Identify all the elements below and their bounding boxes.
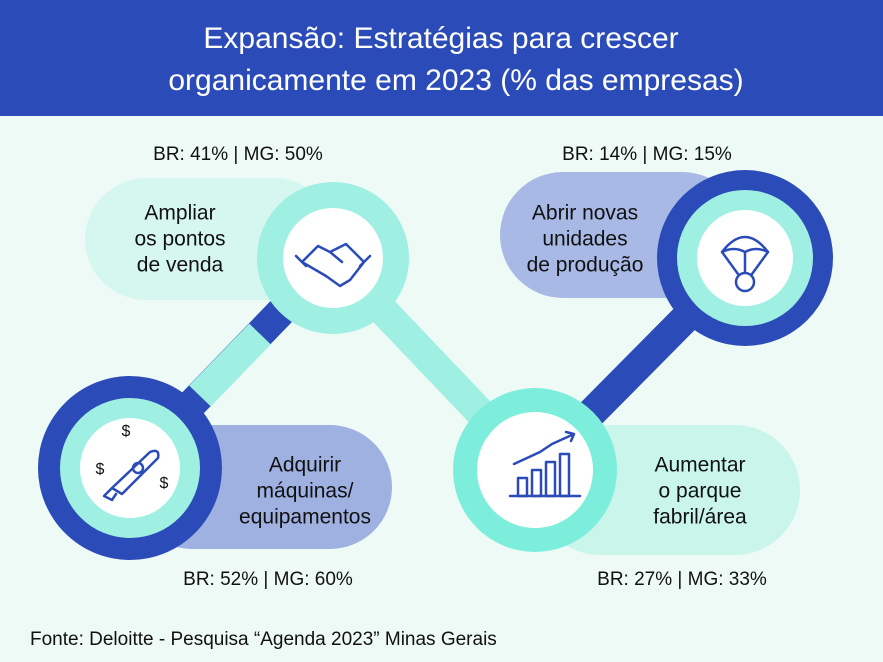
parachute-icon [720,235,770,293]
rocket-icon: $ $ $ [96,423,169,502]
node-stat: BR: 41% | MG: 50% [153,144,323,165]
growth-chart-icon [508,430,582,498]
title-line: organicamente em 2023 (% das empresas) [168,64,743,97]
node-label: fabril/área [653,506,747,529]
node-label: Aumentar [654,454,745,477]
svg-text:$: $ [160,475,169,492]
node-stat: BR: 52% | MG: 60% [183,569,353,590]
node-label: Abrir novas [532,202,638,225]
handshake-icon [294,242,372,288]
node-label: de produção [527,254,644,277]
title-band [0,0,883,116]
node-stat: BR: 14% | MG: 15% [562,144,732,165]
node-label: o parque [659,480,742,503]
title-line: Expansão: Estratégias para crescer [203,22,678,55]
connector [189,323,271,407]
svg-text:$: $ [122,423,131,440]
node-center [283,208,383,308]
node-label: máquinas/ [257,480,354,503]
node-label: Adquirir [269,454,341,477]
svg-text:$: $ [96,461,105,478]
node-label: de venda [137,254,224,277]
node-label: Ampliar [144,202,215,225]
node-stat: BR: 27% | MG: 33% [597,569,767,590]
node-center [80,418,180,518]
node-label: os pontos [134,228,225,251]
node-label: equipamentos [239,506,371,529]
node-label: unidades [542,228,627,251]
source: Fonte: Deloitte - Pesquisa “Agenda 2023”… [30,629,497,650]
